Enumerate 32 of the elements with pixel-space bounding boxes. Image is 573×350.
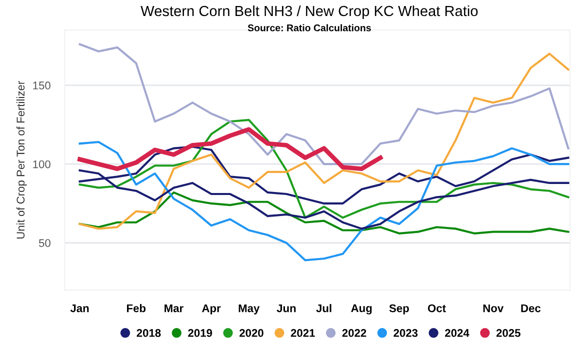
- line-series: [78, 127, 383, 172]
- legend-label: 2019: [188, 329, 212, 337]
- line-series: [78, 43, 570, 166]
- line-series: [78, 140, 570, 262]
- legend-label: 2018: [136, 329, 161, 337]
- y-tick-label: 150: [33, 82, 50, 90]
- x-tick-label: Jul: [316, 304, 332, 312]
- y-tick-label: 50: [38, 239, 50, 248]
- x-tick-label: Apr: [202, 304, 221, 314]
- line-series: [78, 118, 570, 219]
- y-axis-title: Unit of Crop Per Ton of Fertilizer: [16, 81, 27, 239]
- x-tick-label: Jun: [276, 304, 296, 312]
- x-tick-label: Nov: [483, 304, 504, 312]
- legend-label: 2022: [342, 329, 366, 337]
- x-tick-label: Mar: [164, 304, 184, 312]
- x-tick-label: Dec: [521, 304, 541, 312]
- x-tick-label: May: [238, 304, 260, 314]
- x-tick-label: Aug: [351, 304, 372, 314]
- x-tick-label: Sep: [389, 304, 409, 314]
- chart-subtitle: Source: Ratio Calculations: [248, 24, 371, 32]
- line-series: [78, 52, 570, 230]
- legend-label: 2025: [496, 329, 520, 337]
- legend-label: 2023: [394, 329, 418, 337]
- chart-title: Western Corn Belt NH3 / New Crop KC Wheat Ratio: [140, 5, 478, 20]
- legend-label: 2021: [290, 329, 315, 337]
- x-tick-label: Oct: [428, 304, 446, 312]
- line-series: [78, 191, 570, 234]
- legend-label: 2024: [445, 329, 470, 337]
- legend-label: 2020: [240, 329, 264, 337]
- x-tick-label: Jan: [70, 304, 89, 312]
- y-tick-label: 100: [33, 160, 50, 168]
- x-tick-label: Feb: [127, 304, 146, 312]
